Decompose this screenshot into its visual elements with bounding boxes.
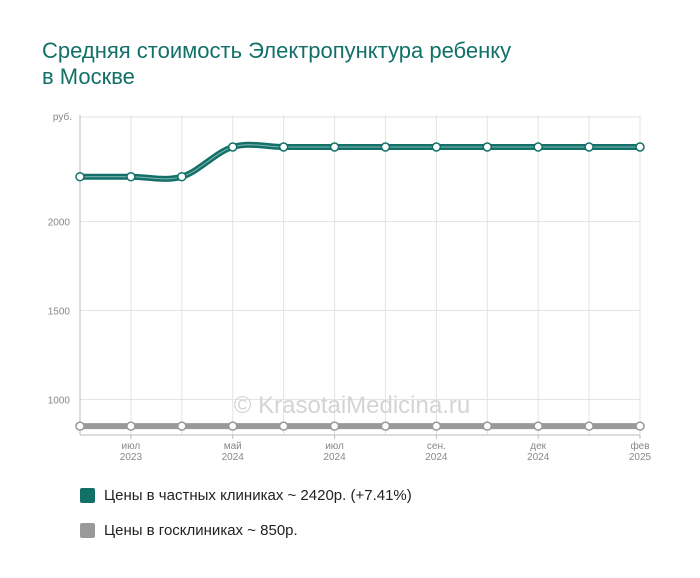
- data-point-public: [278, 421, 289, 431]
- legend-item-public[interactable]: Цены в госклиниках ~ 850р.: [80, 520, 412, 540]
- data-point-private: [380, 142, 391, 152]
- data-point-public: [75, 421, 85, 431]
- data-point-public: [533, 421, 543, 431]
- data-point-public: [227, 421, 238, 431]
- x-tick-label-year: 2024: [527, 452, 550, 463]
- x-tick-label-year: 2023: [120, 452, 143, 463]
- data-point-public: [482, 421, 493, 431]
- x-tick-label-month: дек: [530, 441, 546, 452]
- x-tick-label-month: май: [224, 441, 242, 452]
- data-point-public: [635, 421, 645, 431]
- data-point-public: [431, 421, 442, 431]
- data-point-private: [329, 142, 340, 152]
- x-tick-label-month: фев: [630, 440, 649, 452]
- y-tick-label: 2000: [48, 218, 71, 229]
- data-point-public: [177, 421, 187, 431]
- legend-item-private[interactable]: Цены в частных клиниках ~ 2420р. (+7.41%…: [80, 485, 412, 505]
- x-tick-label-month: июл: [325, 441, 344, 452]
- x-tick-label-month: сен.: [427, 441, 446, 452]
- x-tick-label-month: июл: [122, 441, 141, 452]
- x-tick-label-year: 2025: [629, 452, 652, 463]
- data-point-private: [75, 171, 85, 182]
- data-point-public: [126, 421, 136, 431]
- chart-legend: Цены в частных клиниках ~ 2420р. (+7.41%…: [80, 485, 412, 555]
- chart-title-line-1: Средняя стоимость Электропунктура ребенк…: [42, 38, 512, 63]
- y-tick-label: 1000: [48, 395, 71, 406]
- data-point-private: [177, 171, 187, 182]
- data-point-private: [126, 171, 136, 182]
- data-point-private: [278, 142, 289, 152]
- series-line-private: [77, 141, 643, 182]
- data-point-private: [431, 142, 442, 152]
- data-point-public: [584, 421, 594, 431]
- y-tick-label: 1500: [48, 307, 71, 318]
- legend-swatch-public: [80, 522, 95, 538]
- legend-swatch-private: [80, 487, 95, 503]
- chart-title-line-2: в Москве: [42, 64, 135, 89]
- data-point-private: [227, 142, 238, 152]
- x-tick-label-year: 2024: [222, 452, 245, 463]
- x-tick-label-year: 2024: [425, 452, 448, 463]
- data-point-private: [482, 142, 493, 152]
- data-point-private: [635, 142, 645, 152]
- data-point-private: [584, 142, 594, 152]
- x-tick-label-year: 2024: [323, 452, 346, 463]
- data-point-private: [533, 142, 543, 152]
- data-point-public: [380, 421, 391, 431]
- data-point-public: [329, 421, 340, 431]
- y-unit-label: руб.: [53, 111, 72, 123]
- chart-title: Средняя стоимость Электропунктура ребенк…: [42, 38, 642, 90]
- legend-label-public: Цены в госклиниках ~ 850р.: [104, 521, 298, 539]
- watermark-text: © KrasotaiMedicina.ru: [234, 392, 470, 419]
- legend-label-private: Цены в частных клиниках ~ 2420р. (+7.41%…: [104, 486, 412, 504]
